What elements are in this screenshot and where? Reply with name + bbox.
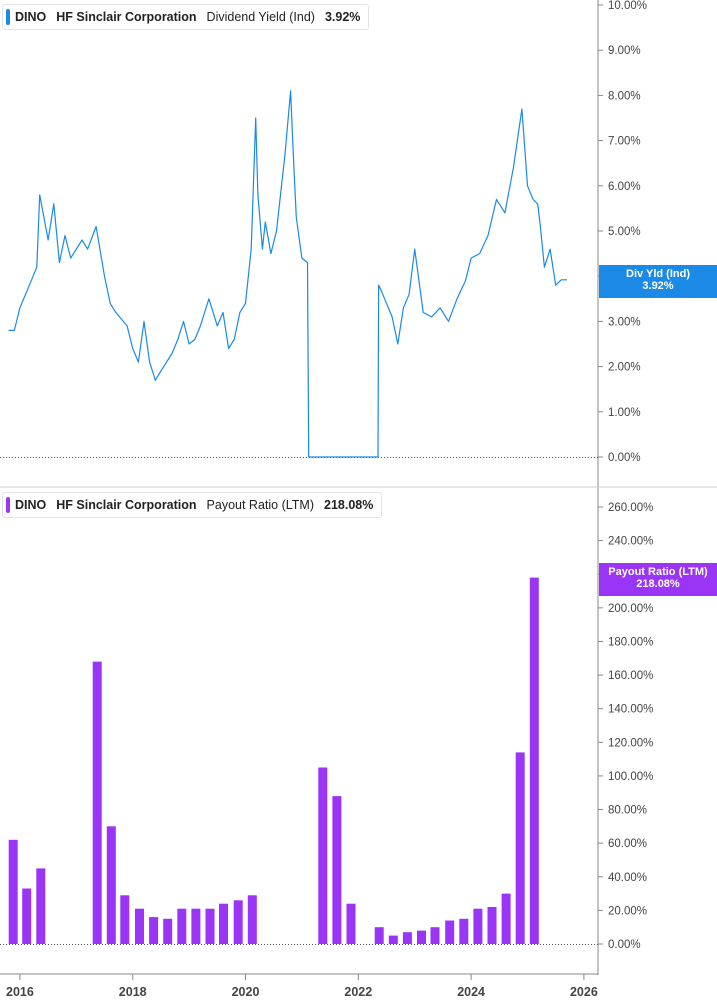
payout-bar — [515, 752, 525, 944]
payout-bar — [8, 839, 18, 944]
bottom-legend-metric: Payout Ratio (LTM) — [206, 498, 314, 512]
payout-bar — [374, 927, 384, 944]
bottom-legend-ticker: DINO — [15, 498, 47, 512]
payout-bar — [120, 895, 130, 944]
payout-bar — [22, 888, 32, 944]
payout-bar — [92, 661, 102, 944]
payout-bar — [36, 868, 46, 944]
payout-ytick-label: 20.00% — [608, 905, 647, 917]
dividend-yield-line — [8, 90, 567, 458]
payout-bar — [417, 930, 426, 944]
yield-ytick-label: 2.00% — [608, 362, 641, 374]
top-legend-swatch — [6, 9, 10, 25]
payout-bar — [106, 826, 116, 944]
payout-tag-label: Payout Ratio (LTM) — [608, 566, 708, 578]
payout-ytick-label: 180.00% — [608, 636, 653, 648]
payout-bar — [149, 917, 159, 944]
payout-ytick-label: 80.00% — [608, 805, 647, 817]
yield-ytick-label: 0.00% — [608, 452, 641, 464]
payout-ytick-label: 240.00% — [608, 536, 653, 548]
payout-bar — [205, 908, 215, 944]
payout-bar — [135, 908, 144, 944]
top-legend[interactable]: DINO HF Sinclair Corporation Dividend Yi… — [2, 4, 370, 30]
yield-ytick-label: 6.00% — [608, 181, 641, 193]
payout-ytick-label: 0.00% — [608, 939, 641, 951]
payout-bar — [473, 908, 483, 944]
payout-bar — [430, 927, 440, 944]
payout-bar — [219, 903, 228, 944]
xtick-label: 2026 — [570, 985, 598, 999]
payout-bar — [177, 908, 187, 944]
bottom-legend-swatch — [6, 497, 10, 513]
xtick-label: 2018 — [119, 985, 147, 999]
payout-ytick-label: 160.00% — [608, 670, 653, 682]
payout-bar — [191, 908, 201, 944]
payout-tag-value: 218.08% — [636, 578, 680, 590]
payout-bar — [163, 918, 173, 944]
payout-bar — [402, 932, 412, 944]
yield-ytick-label: 8.00% — [608, 90, 641, 102]
payout-ytick-label: 140.00% — [608, 704, 653, 716]
bottom-legend-value: 218.08% — [324, 498, 374, 512]
payout-bar — [388, 935, 398, 944]
payout-ytick-label: 60.00% — [608, 838, 647, 850]
payout-ytick-label: 260.00% — [608, 502, 653, 514]
yield-tag-label: Div Yld (Ind) — [626, 268, 690, 280]
payout-value-tag: Payout Ratio (LTM) 218.08% — [599, 563, 717, 596]
yield-value-tag: Div Yld (Ind) 3.92% — [599, 265, 717, 298]
xtick-label: 2024 — [457, 985, 485, 999]
top-legend-company: HF Sinclair Corporation — [56, 10, 197, 24]
grid-layer — [0, 0, 717, 975]
payout-ytick-label: 100.00% — [608, 771, 653, 783]
payout-bar — [445, 920, 455, 944]
bottom-legend-company: HF Sinclair Corporation — [56, 498, 197, 512]
yield-ytick-label: 9.00% — [608, 45, 641, 57]
payout-bar — [233, 900, 243, 944]
yield-tag-value: 3.92% — [642, 280, 674, 292]
payout-bar — [332, 796, 342, 944]
payout-bar — [318, 767, 328, 944]
top-legend-metric: Dividend Yield (Ind) — [206, 10, 315, 24]
payout-ytick-label: 200.00% — [608, 603, 653, 615]
payout-ytick-label: 120.00% — [608, 737, 653, 749]
payout-bar — [459, 918, 469, 944]
yield-ytick-label: 3.00% — [608, 316, 641, 328]
top-legend-value: 3.92% — [324, 10, 361, 24]
axes: 10.00%9.00%8.00%7.00%6.00%5.00%4.00%3.00… — [6, 0, 653, 999]
payout-ytick-label: 40.00% — [608, 872, 647, 884]
xtick-label: 2022 — [344, 985, 372, 999]
yield-ytick-label: 1.00% — [608, 407, 641, 419]
yield-ytick-label: 10.00% — [608, 0, 647, 12]
payout-bar — [487, 907, 497, 944]
payout-bar — [529, 577, 539, 944]
yield-ytick-label: 7.00% — [608, 136, 641, 148]
bottom-legend[interactable]: DINO HF Sinclair Corporation Payout Rati… — [2, 492, 383, 518]
payout-bar — [501, 893, 511, 944]
payout-ratio-plot — [8, 577, 539, 944]
yield-ytick-label: 5.00% — [608, 226, 641, 238]
xtick-label: 2016 — [6, 985, 34, 999]
payout-bar — [247, 895, 257, 944]
payout-bar — [346, 903, 356, 944]
top-legend-ticker: DINO — [15, 10, 47, 24]
xtick-label: 2020 — [232, 985, 260, 999]
dividend-yield-plot — [8, 90, 567, 458]
